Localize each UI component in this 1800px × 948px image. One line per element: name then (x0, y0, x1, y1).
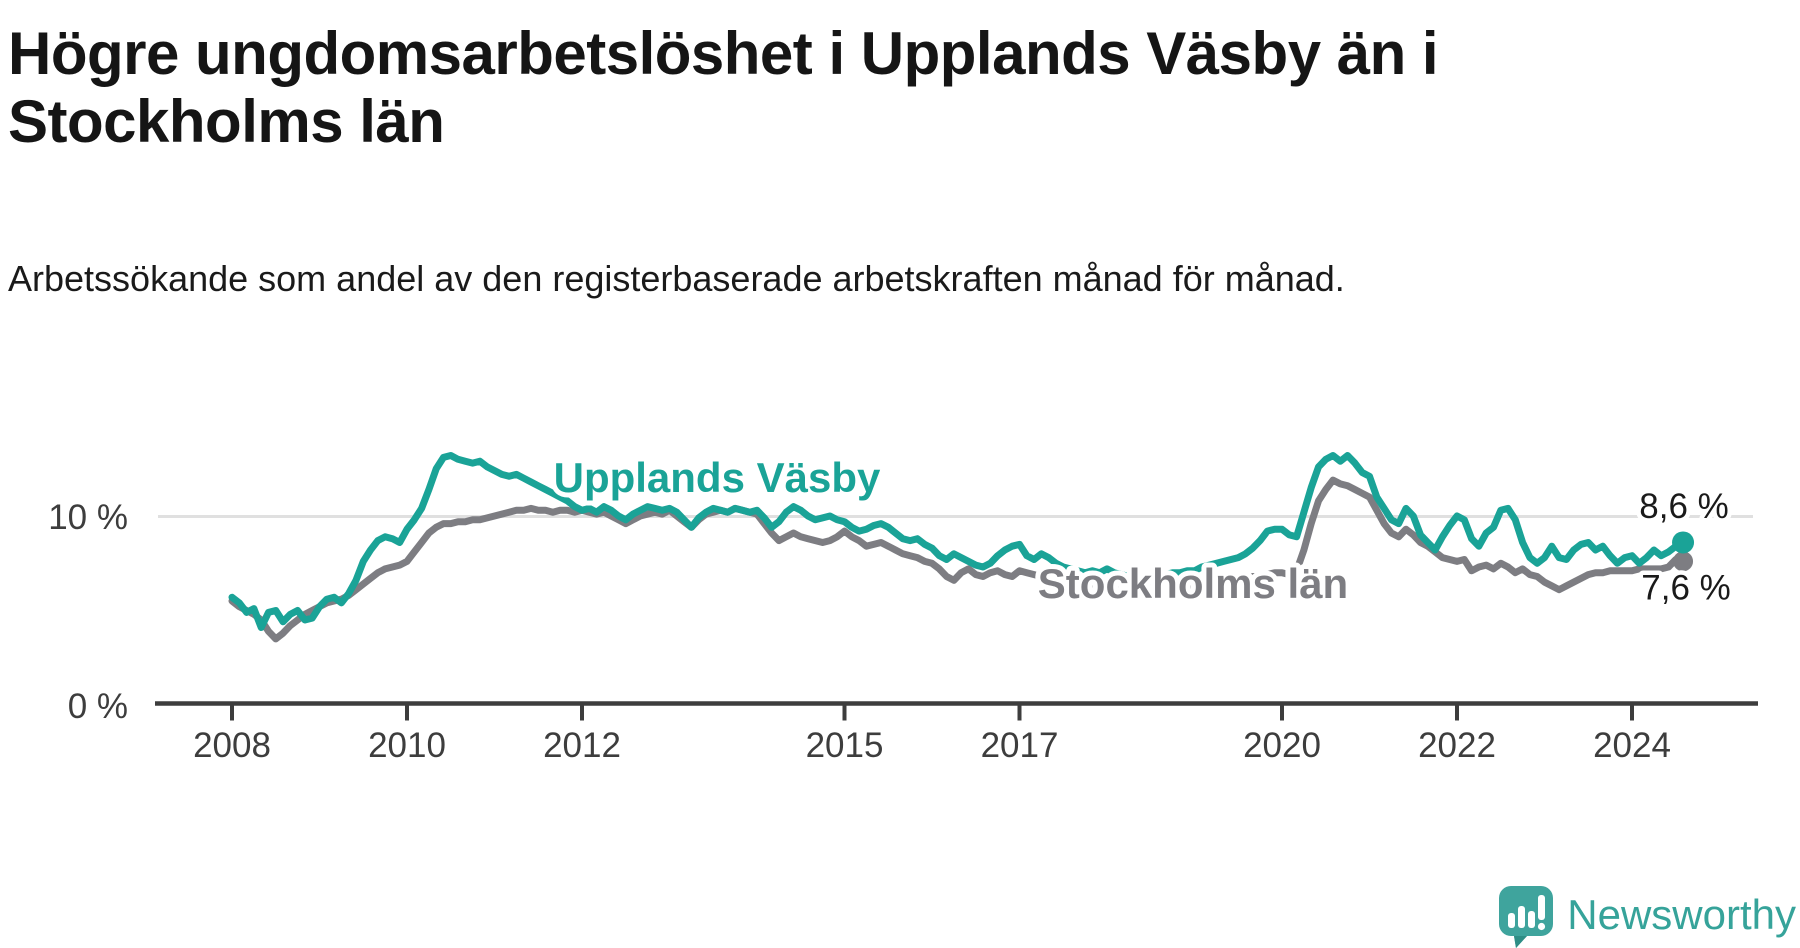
chart-title: Högre ungdomsarbetslöshet i Upplands Väs… (8, 20, 1439, 155)
y-tick-label-0-pct: 0 % (68, 687, 128, 726)
x-tick-label-2024: 2024 (1593, 726, 1671, 765)
upplands-vasby-line (228, 452, 1687, 631)
x-tick-label-2008: 2008 (193, 726, 271, 765)
x-tick-label-2015: 2015 (806, 726, 884, 765)
newsworthy-branding: Newsworthy (1499, 886, 1796, 948)
stockholms-lan-line (228, 476, 1687, 643)
stockholms-lan-end-value-label: 7,6 % (1641, 568, 1731, 607)
x-tick-label-2012: 2012 (543, 726, 621, 765)
stockholms-lan-end-dot (1673, 551, 1694, 572)
stockholms-lan-label: Stockholms län (1038, 560, 1348, 607)
x-tick-label-2020: 2020 (1243, 726, 1321, 765)
upplands-vasby-end-dot (1672, 531, 1695, 554)
newsworthy-logo-text: Newsworthy (1567, 891, 1796, 938)
upplands-vasby-end-value-label: 8,6 % (1639, 487, 1729, 526)
x-tick-label-2010: 2010 (368, 726, 446, 765)
newsworthy-logo-icon (1499, 886, 1554, 948)
x-tick-label-2022: 2022 (1418, 726, 1496, 765)
y-tick-label-10-pct: 10 % (48, 498, 128, 537)
x-tick-label-2017: 2017 (981, 726, 1059, 765)
chart-subtitle: Arbetssökande som andel av den registerb… (8, 258, 1345, 299)
upplands-vasby-label: Upplands Väsby (554, 454, 881, 501)
